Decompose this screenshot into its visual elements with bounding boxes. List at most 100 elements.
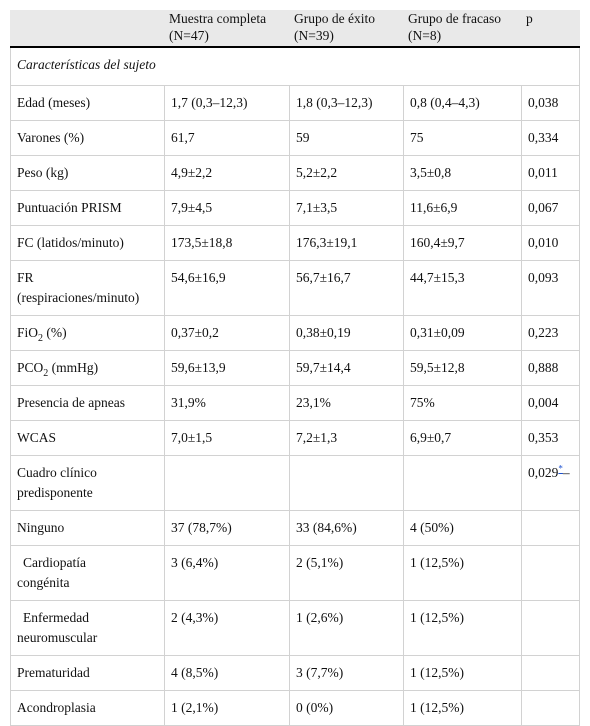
cell-total: 173,5±18,8 — [165, 226, 290, 261]
label-line: Cardiopatía — [23, 555, 86, 570]
cell-p: 0,004 — [522, 386, 580, 421]
table-row-fio2: FiO2 (%) 0,37±0,2 0,38±0,19 0,31±0,09 0,… — [10, 316, 580, 351]
p-dash: – — [562, 465, 570, 480]
table-row-cardiopatia: Cardiopatía congénita 3 (6,4%) 2 (5,1%) 1… — [10, 546, 580, 601]
cell-p: 0,353 — [522, 421, 580, 456]
cell-fracaso: 59,5±12,8 — [404, 351, 522, 386]
cell-p: 0,011 — [522, 156, 580, 191]
cell-exito: 176,3±19,1 — [290, 226, 404, 261]
cell-fracaso: 3,5±0,8 — [404, 156, 522, 191]
label-subscript: 2 — [43, 368, 49, 379]
cell-p: 0,093 — [522, 261, 580, 316]
label-line: Enfermedad — [23, 610, 89, 625]
header-text: Grupo de éxito — [294, 11, 375, 26]
header-n: (N=39) — [294, 28, 334, 43]
label-text: PCO — [17, 360, 44, 375]
header-failure-group: Grupo de fracaso (N=8) — [404, 10, 522, 48]
label-line: congénita — [17, 575, 70, 590]
cell-exito: 0 (0%) — [290, 691, 404, 726]
cell-exito: 1 (2,6%) — [290, 601, 404, 656]
cell-exito: 59 — [290, 121, 404, 156]
header-variable — [10, 10, 165, 48]
row-label: WCAS — [10, 421, 165, 456]
header-success-group: Grupo de éxito (N=39) — [290, 10, 404, 48]
table-row-fc: FC (latidos/minuto) 173,5±18,8 176,3±19,… — [10, 226, 580, 261]
table-row-wcas: WCAS 7,0±1,5 7,2±1,3 6,9±0,7 0,353 — [10, 421, 580, 456]
row-label: Cardiopatía congénita — [10, 546, 165, 601]
cell-p: 0,038 — [522, 86, 580, 121]
cell-fracaso: 75 — [404, 121, 522, 156]
section-title: Características del sujeto — [10, 48, 580, 86]
cell-p: 0,067 — [522, 191, 580, 226]
table-row-acondroplasia: Acondroplasia 1 (2,1%) 0 (0%) 1 (12,5%) — [10, 691, 580, 726]
header-text: Muestra completa — [169, 11, 267, 26]
label-line: neuromuscular — [17, 630, 98, 645]
cell-fracaso: 4 (50%) — [404, 511, 522, 546]
cell-p — [522, 691, 580, 726]
cell-p: 0,334 — [522, 121, 580, 156]
row-label: FiO2 (%) — [10, 316, 165, 351]
cell-fracaso: 44,7±15,3 — [404, 261, 522, 316]
cell-fracaso: 11,6±6,9 — [404, 191, 522, 226]
characteristics-table: Muestra completa (N=47) Grupo de éxito (N=… — [10, 10, 580, 726]
table-header: Muestra completa (N=47) Grupo de éxito (N=… — [10, 10, 580, 48]
cell-fracaso: 1 (12,5%) — [404, 546, 522, 601]
cell-total — [165, 456, 290, 511]
cell-p: 0,010 — [522, 226, 580, 261]
label-unit: (mmHg) — [48, 360, 99, 375]
label-subscript: 2 — [38, 333, 44, 344]
cell-total: 37 (78,7%) — [165, 511, 290, 546]
row-label: Puntuación PRISM — [10, 191, 165, 226]
row-label: Ninguno — [10, 511, 165, 546]
cell-fracaso: 1 (12,5%) — [404, 691, 522, 726]
cell-total: 0,37±0,2 — [165, 316, 290, 351]
label-line: predisponente — [17, 485, 93, 500]
cell-fracaso: 1 (12,5%) — [404, 656, 522, 691]
cell-exito: 5,2±2,2 — [290, 156, 404, 191]
cell-fracaso: 160,4±9,7 — [404, 226, 522, 261]
cell-fracaso: 1 (12,5%) — [404, 601, 522, 656]
cell-fracaso: 6,9±0,7 — [404, 421, 522, 456]
p-value: 0,029 — [528, 465, 559, 480]
cell-total: 1 (2,1%) — [165, 691, 290, 726]
row-label: Cuadro clínico predisponente — [10, 456, 165, 511]
header-n: (N=8) — [408, 28, 442, 43]
row-label: FR (respiraciones/minuto) — [10, 261, 165, 316]
table-row-peso: Peso (kg) 4,9±2,2 5,2±2,2 3,5±0,8 0,011 — [10, 156, 580, 191]
cell-p: 0,029*– — [522, 456, 580, 511]
cell-total: 2 (4,3%) — [165, 601, 290, 656]
cell-total: 31,9% — [165, 386, 290, 421]
table-row-varones: Varones (%) 61,7 59 75 0,334 — [10, 121, 580, 156]
cell-total: 59,6±13,9 — [165, 351, 290, 386]
cell-total: 4,9±2,2 — [165, 156, 290, 191]
table-row-pco2: PCO2 (mmHg) 59,6±13,9 59,7±14,4 59,5±12,… — [10, 351, 580, 386]
cell-p — [522, 601, 580, 656]
table-row-prematuridad: Prematuridad 4 (8,5%) 3 (7,7%) 1 (12,5%) — [10, 656, 580, 691]
cell-exito: 23,1% — [290, 386, 404, 421]
label-text: FiO — [17, 325, 39, 340]
cell-fracaso — [404, 456, 522, 511]
footnote-link[interactable]: * — [558, 463, 563, 474]
row-label: Acondroplasia — [10, 691, 165, 726]
row-label: FC (latidos/minuto) — [10, 226, 165, 261]
table-row-prism: Puntuación PRISM 7,9±4,5 7,1±3,5 11,6±6,… — [10, 191, 580, 226]
table-row-ninguno: Ninguno 37 (78,7%) 33 (84,6%) 4 (50%) — [10, 511, 580, 546]
cell-p — [522, 656, 580, 691]
label-line: (respiraciones/minuto) — [17, 290, 140, 305]
section-row: Características del sujeto — [10, 48, 580, 86]
label-line: Cuadro clínico — [17, 465, 97, 480]
table-row-edad: Edad (meses) 1,7 (0,3–12,3) 1,8 (0,3–12,… — [10, 86, 580, 121]
cell-p — [522, 511, 580, 546]
cell-fracaso: 0,8 (0,4–4,3) — [404, 86, 522, 121]
cell-total: 61,7 — [165, 121, 290, 156]
row-label: Peso (kg) — [10, 156, 165, 191]
cell-total: 3 (6,4%) — [165, 546, 290, 601]
cell-total: 7,0±1,5 — [165, 421, 290, 456]
table-row-cuadro: Cuadro clínico predisponente 0,029*– — [10, 456, 580, 511]
cell-fracaso: 0,31±0,09 — [404, 316, 522, 351]
row-label: PCO2 (mmHg) — [10, 351, 165, 386]
table-row-fr: FR (respiraciones/minuto) 54,6±16,9 56,7±… — [10, 261, 580, 316]
label-line: FR — [17, 270, 34, 285]
header-p-value: p — [522, 10, 580, 48]
cell-exito: 7,1±3,5 — [290, 191, 404, 226]
